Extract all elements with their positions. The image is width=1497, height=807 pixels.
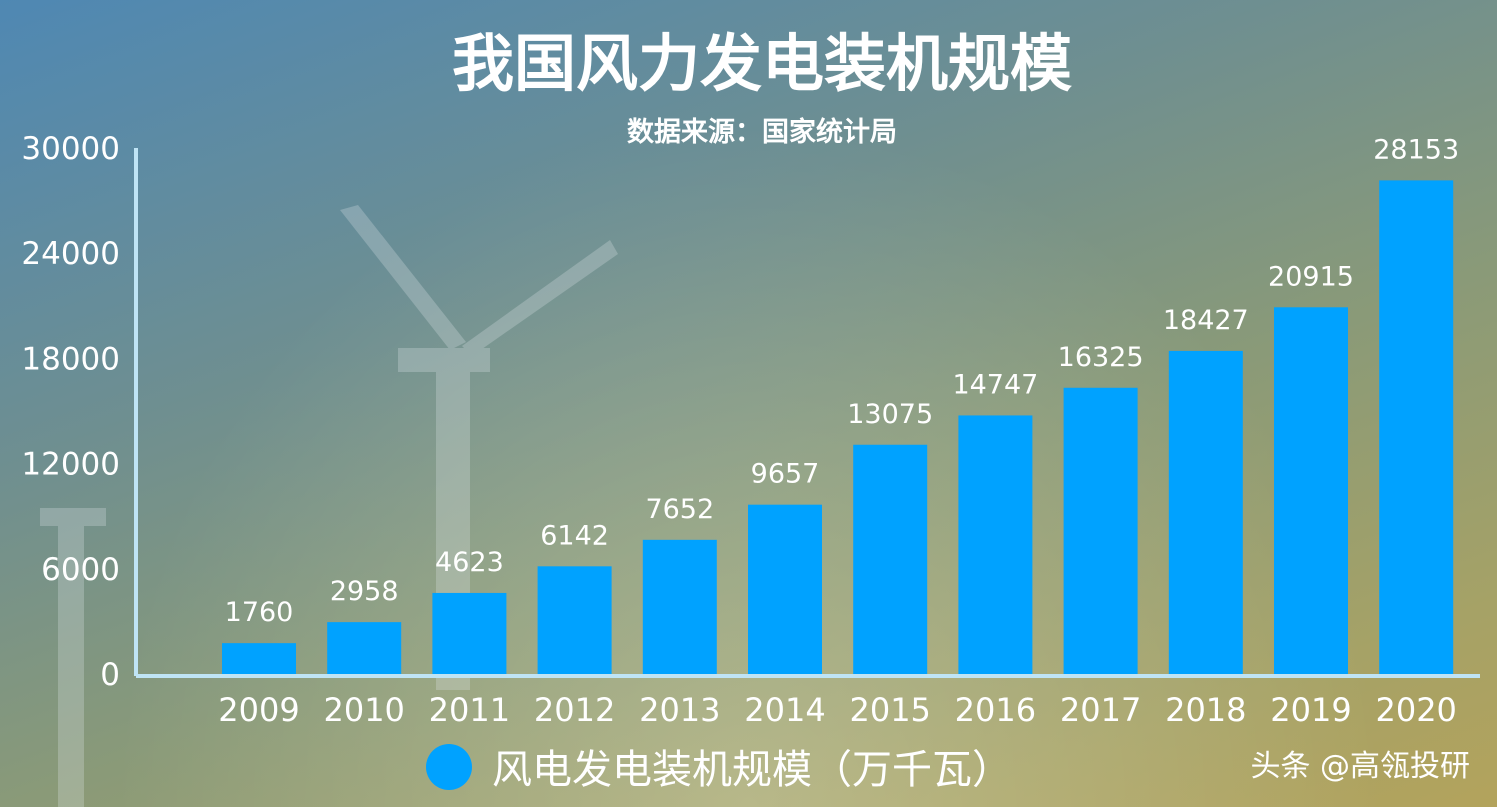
x-tick-label: 2018	[1165, 691, 1246, 729]
bar	[958, 415, 1033, 674]
bar	[1168, 350, 1243, 674]
x-tick-label: 2017	[1060, 691, 1141, 729]
bar	[222, 643, 296, 674]
x-tick-label: 2009	[218, 691, 299, 729]
data-label: 16325	[1058, 342, 1144, 373]
x-tick-label: 2019	[1270, 691, 1351, 729]
bar	[537, 566, 612, 674]
chart-title: 我国风力发电装机规模	[452, 27, 1072, 100]
bar	[1274, 307, 1348, 674]
data-label: 4623	[435, 547, 504, 578]
chart-subtitle: 数据来源：国家统计局	[627, 116, 897, 148]
legend-marker	[426, 744, 472, 790]
watermark: 头条 @高瓴投研	[1250, 749, 1470, 784]
data-label: 13075	[847, 399, 933, 430]
data-label: 1760	[225, 597, 294, 628]
y-tick-label: 0	[100, 657, 120, 693]
x-tick-label: 2013	[639, 691, 720, 729]
x-tick-label: 2015	[849, 691, 930, 729]
y-tick-label: 30000	[21, 131, 120, 167]
x-axis-ticks: 2009 2010 2011 2012 2013 2014 2015 2016 2017 2018…	[218, 691, 1457, 729]
y-tick-label: 12000	[21, 447, 120, 483]
legend: 风电发电装机规模（万千瓦）	[426, 744, 1012, 793]
x-tick-label: 2011	[429, 691, 510, 729]
bar	[432, 592, 507, 674]
bar	[1379, 180, 1454, 674]
data-label: 14747	[952, 369, 1038, 400]
data-label: 7652	[645, 494, 714, 525]
x-tick-label: 2012	[534, 691, 615, 729]
x-tick-label: 2014	[744, 691, 825, 729]
bar	[853, 444, 928, 674]
x-tick-label: 2010	[323, 691, 404, 729]
x-tick-label: 2020	[1375, 691, 1456, 729]
y-tick-label: 24000	[21, 236, 120, 272]
bar	[1063, 387, 1138, 674]
wind-turbine-background	[40, 205, 618, 807]
bar	[642, 539, 717, 674]
bar	[327, 622, 402, 674]
bar	[748, 504, 822, 674]
data-label: 20915	[1268, 261, 1354, 292]
data-label: 18427	[1163, 305, 1249, 336]
y-axis-ticks: 0 6000 12000 18000 24000 30000	[21, 131, 120, 693]
data-label: 6142	[540, 520, 609, 551]
data-label: 9657	[751, 459, 820, 490]
y-tick-label: 18000	[21, 341, 120, 377]
legend-label: 风电发电装机规模（万千瓦）	[492, 747, 1012, 793]
data-labels: 1760 2958 4623 6142 7652 9657 13075 14747 16325 1…	[225, 134, 1460, 628]
data-label: 2958	[330, 576, 399, 607]
y-tick-label: 6000	[41, 552, 120, 588]
x-tick-label: 2016	[955, 691, 1036, 729]
bars	[222, 180, 1454, 674]
data-label: 28153	[1373, 134, 1459, 165]
